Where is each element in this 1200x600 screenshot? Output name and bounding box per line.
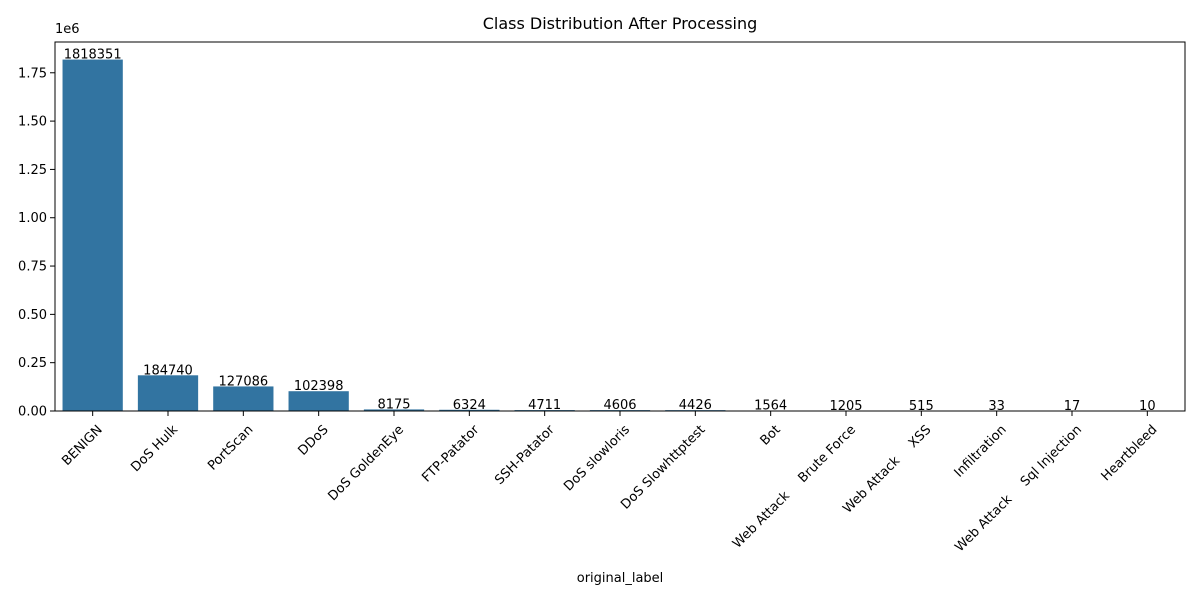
bar-value-label: 33 [988,399,1005,414]
x-tick-label: FTP-Patator [419,422,482,485]
bar-value-label: 4426 [679,398,712,413]
chart-title: Class Distribution After Processing [483,14,758,33]
value-labels-group: 1818351 184740 127086 102398 8175 6324 4711 460… [64,48,1156,414]
bar [288,391,349,411]
y-tick-label: 1.50 [18,115,47,130]
x-axis-label: original_label [577,571,664,586]
x-tick-label: Web Attack  Sql Injection [952,422,1085,555]
y-tick-label: 1.25 [18,163,47,178]
y-tick-label: 1.00 [18,211,47,226]
x-tick-label: BENIGN [59,422,105,468]
x-tick-label: Bot [758,422,784,448]
bar [213,386,274,411]
y-tick-label: 0.75 [18,260,47,275]
x-tick-label: DoS Hulk [128,422,181,475]
bars-group [62,59,1027,411]
y-axis-offset-text: 1e6 [55,22,80,37]
x-tick-label: Web Attack  Brute Force [730,422,859,551]
bar-value-label: 1564 [754,399,787,414]
bar-value-label: 515 [909,399,934,414]
y-tick-label: 0.00 [18,405,47,420]
bar [62,59,123,411]
bar-value-label: 17 [1064,399,1081,414]
y-tick-label: 0.50 [18,308,47,323]
bar-value-label: 4606 [603,398,636,413]
x-tick-label: DoS Slowhttptest [618,422,708,512]
x-tick-label: PortScan [205,422,256,473]
bar-value-label: 4711 [528,398,561,413]
bar-value-label: 127086 [219,374,269,389]
bar [439,409,500,411]
bar-value-label: 1818351 [64,48,122,63]
bar-value-label: 8175 [377,397,410,412]
x-tick-label: SSH-Patator [492,422,558,488]
x-tick-label: DoS GoldenEye [325,422,407,504]
bar [363,409,425,411]
y-tick-label: 0.25 [18,356,47,371]
y-tick-label: 1.75 [18,66,47,81]
bar [137,375,199,411]
x-tick-label: DoS slowloris [561,422,633,494]
bar-value-label: 10 [1139,399,1156,414]
bar-value-label: 102398 [294,379,344,394]
x-tick-label: DDoS [295,422,331,458]
bar-value-label: 6324 [453,398,486,413]
bar-value-label: 1205 [829,399,862,414]
bar-value-label: 184740 [143,363,193,378]
x-tick-label: Infiltration [952,422,1010,480]
plot-frame [54,41,1186,412]
x-tick-label: Heartbleed [1099,422,1161,484]
y-axis: 0.00 0.25 0.50 0.75 1.00 1.25 1.50 1.75 [18,66,55,420]
